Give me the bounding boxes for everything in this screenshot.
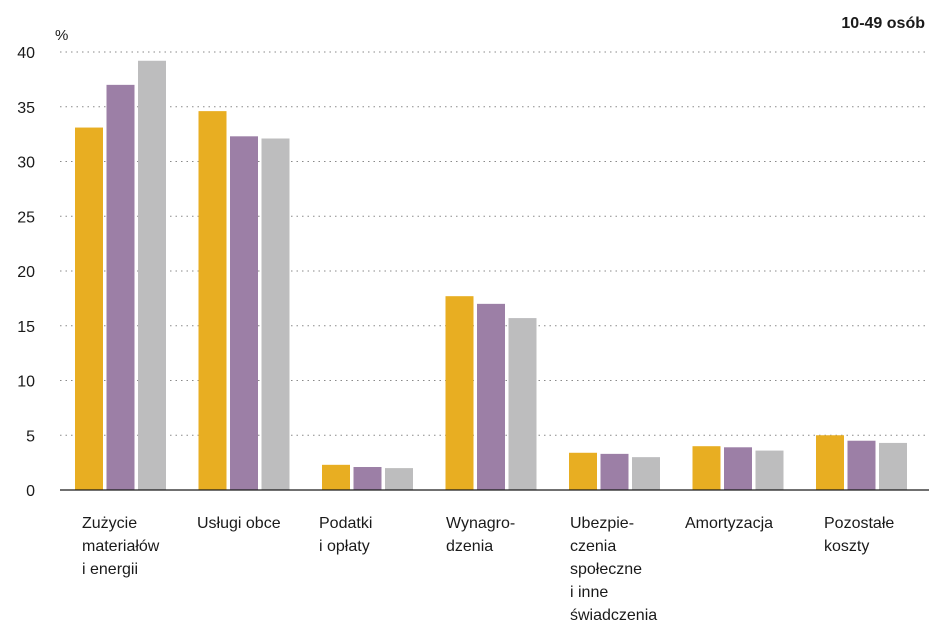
y-tick-label: 40 (17, 45, 35, 62)
category-label: Wynagro-dzenia (446, 515, 515, 555)
category-label: Podatki i opłaty (319, 515, 372, 555)
bar (322, 464, 350, 490)
category-label: Zużycie materiałów i energii (82, 515, 160, 578)
y-tick-label: 35 (17, 100, 35, 117)
y-tick-label: 25 (17, 209, 35, 226)
bars (75, 60, 907, 491)
bar (508, 318, 537, 490)
bar (75, 127, 103, 491)
bar (198, 111, 227, 490)
bar (106, 84, 135, 490)
bar (816, 435, 844, 490)
bar (569, 452, 597, 490)
category-label: Pozostałe koszty (824, 515, 894, 555)
bar (385, 468, 413, 490)
y-tick-label: 15 (17, 319, 35, 336)
bar (632, 457, 660, 490)
bar (230, 136, 258, 490)
bar (477, 303, 505, 490)
y-axis-unit: % (55, 27, 68, 44)
y-tick-label: 30 (17, 155, 35, 172)
y-tick-label: 20 (17, 264, 35, 281)
y-tick-label: 10 (17, 374, 35, 391)
bar (353, 467, 382, 490)
bar (847, 440, 876, 490)
category-label: Usługi obce (197, 515, 281, 532)
bar (138, 60, 166, 490)
bar (261, 138, 290, 490)
bar (755, 450, 784, 490)
category-labels: Zużycie materiałów i energii Usługi obce Pod… (82, 515, 894, 623)
bar (445, 296, 474, 490)
category-label: Ubezpie-czenia społeczne i inne świadczenia (570, 515, 657, 623)
y-tick-label: 0 (26, 483, 35, 500)
y-tick-label: 5 (26, 428, 35, 445)
y-axis-ticks: 0 5 10 15 20 25 30 35 40 (17, 45, 35, 500)
bar (879, 442, 907, 490)
bar (724, 447, 752, 490)
category-label: Amortyzacja (685, 515, 773, 532)
chart-title: 10-49 osób (841, 15, 925, 32)
bar (600, 453, 629, 490)
bar (692, 446, 721, 490)
